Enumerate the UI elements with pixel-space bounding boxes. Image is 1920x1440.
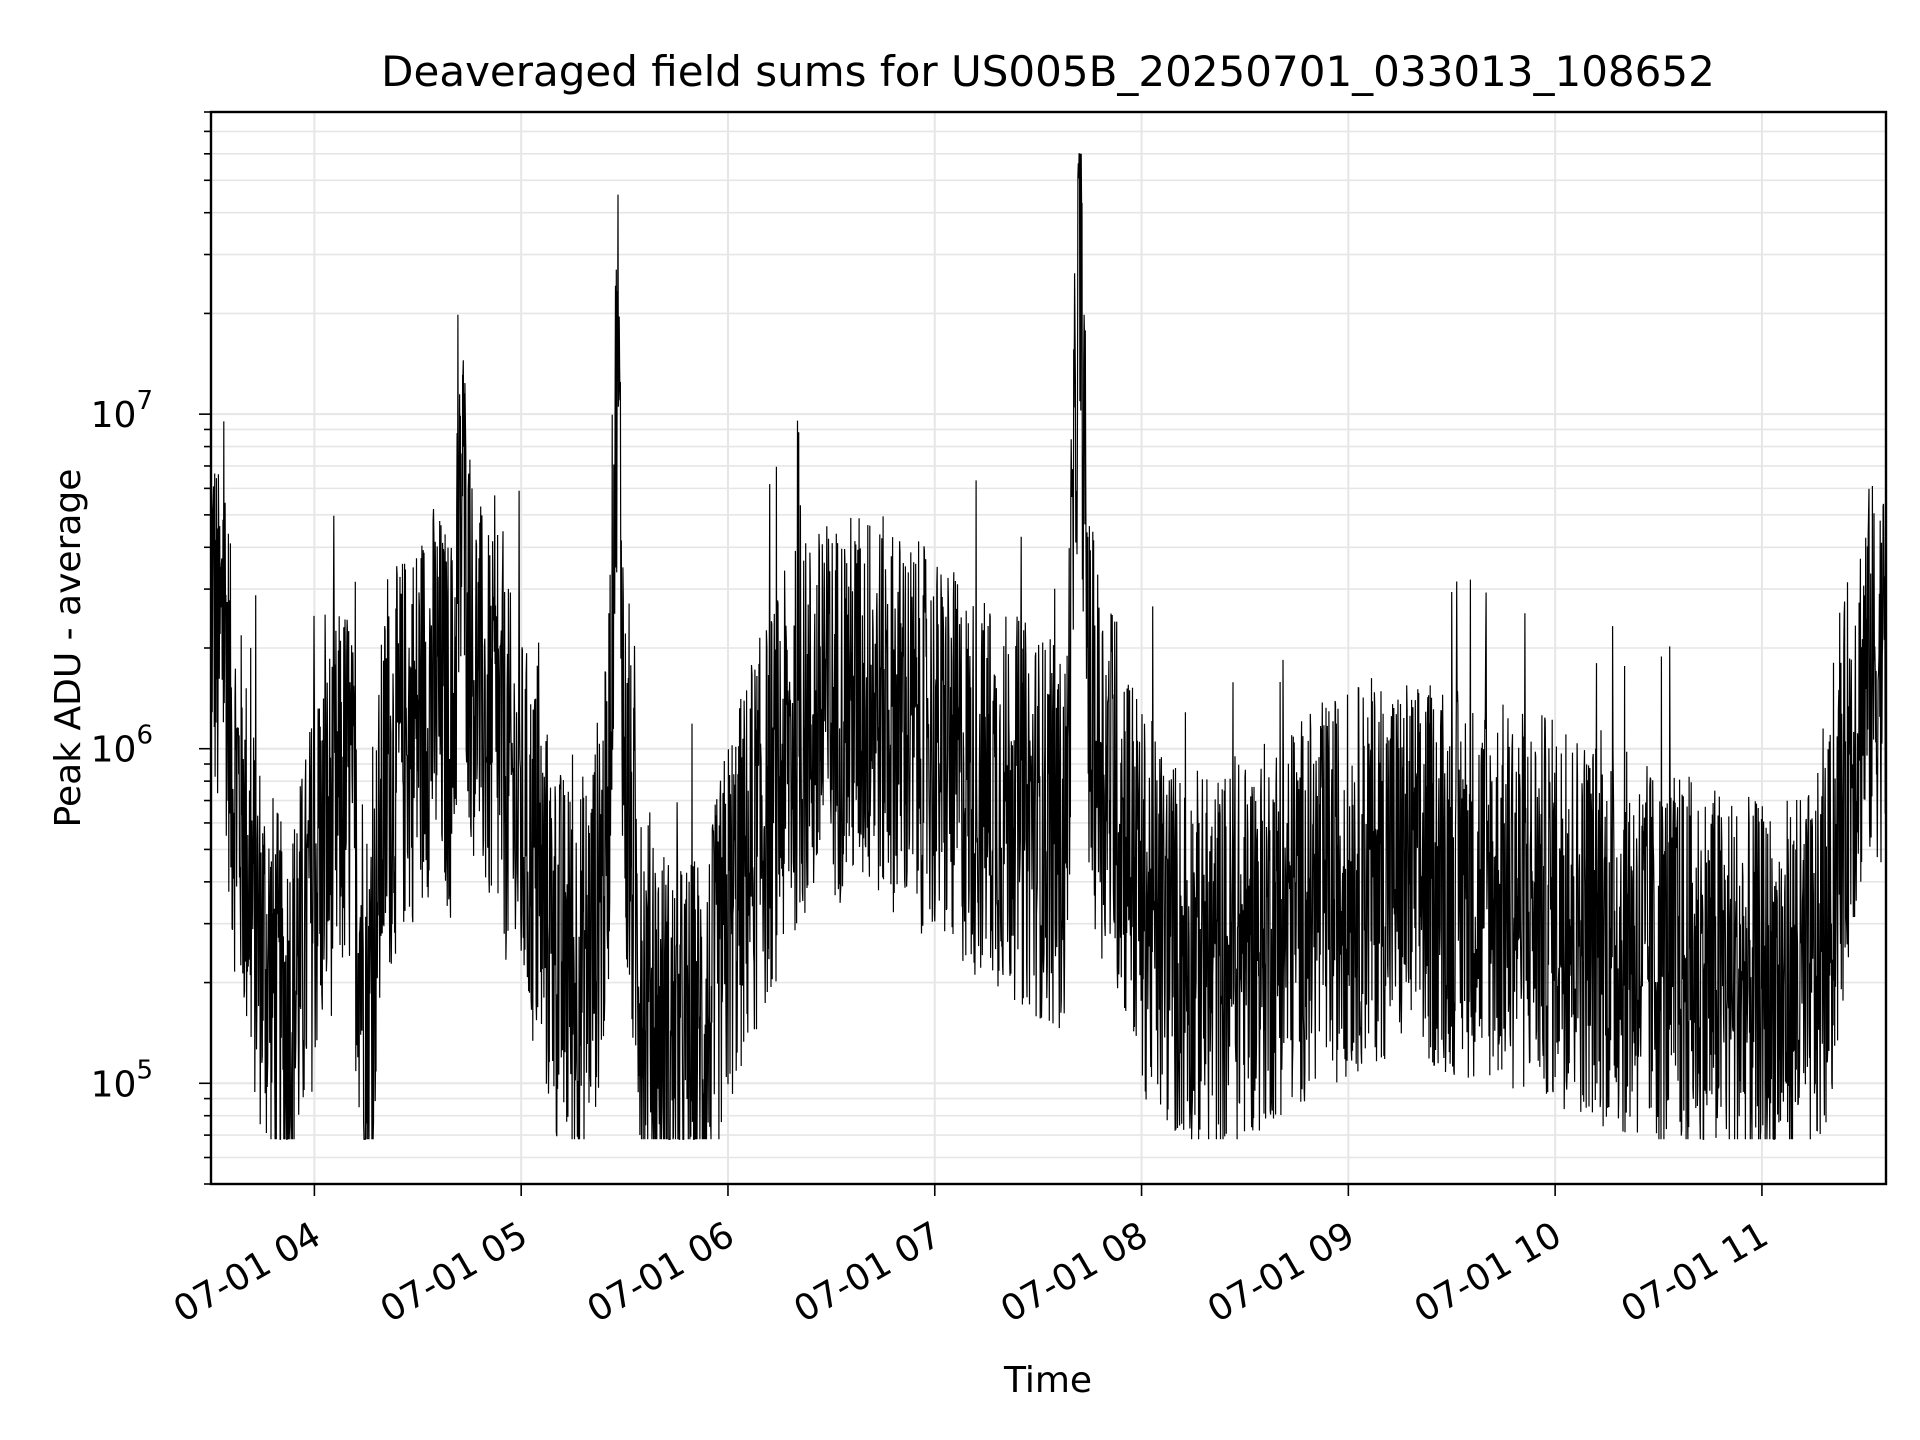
y-axis-label: Peak ADU - average [48,469,89,828]
series-layer [210,153,1887,1140]
series-line [210,153,1887,1140]
y-tick-label: 107 [91,386,153,436]
plot-frame [209,110,1888,1186]
x-axis-label: Time [1003,1360,1092,1401]
y-tick-label: 105 [91,1055,153,1105]
chart-title: Deaveraged field sums for US005B_2025070… [381,47,1715,96]
y-tick-label: 106 [91,721,153,771]
